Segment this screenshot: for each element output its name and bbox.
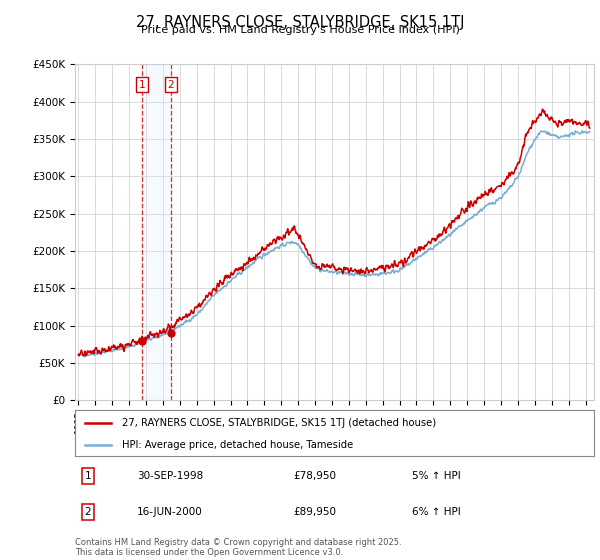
Text: 1: 1	[85, 471, 91, 481]
Text: HPI: Average price, detached house, Tameside: HPI: Average price, detached house, Tame…	[122, 440, 353, 450]
Text: 27, RAYNERS CLOSE, STALYBRIDGE, SK15 1TJ (detached house): 27, RAYNERS CLOSE, STALYBRIDGE, SK15 1TJ…	[122, 418, 436, 428]
Text: Price paid vs. HM Land Registry's House Price Index (HPI): Price paid vs. HM Land Registry's House …	[140, 25, 460, 35]
Text: £78,950: £78,950	[293, 471, 336, 481]
Text: 27, RAYNERS CLOSE, STALYBRIDGE, SK15 1TJ: 27, RAYNERS CLOSE, STALYBRIDGE, SK15 1TJ	[136, 15, 464, 30]
Text: Contains HM Land Registry data © Crown copyright and database right 2025.
This d: Contains HM Land Registry data © Crown c…	[75, 538, 401, 557]
Text: 30-SEP-1998: 30-SEP-1998	[137, 471, 203, 481]
Text: 16-JUN-2000: 16-JUN-2000	[137, 507, 203, 517]
Text: 2: 2	[85, 507, 91, 517]
Bar	[142, 64, 170, 400]
Text: 1: 1	[139, 80, 145, 90]
Text: 2: 2	[167, 80, 174, 90]
Text: £89,950: £89,950	[293, 507, 336, 517]
Text: 5% ↑ HPI: 5% ↑ HPI	[412, 471, 461, 481]
Text: 6% ↑ HPI: 6% ↑ HPI	[412, 507, 461, 517]
